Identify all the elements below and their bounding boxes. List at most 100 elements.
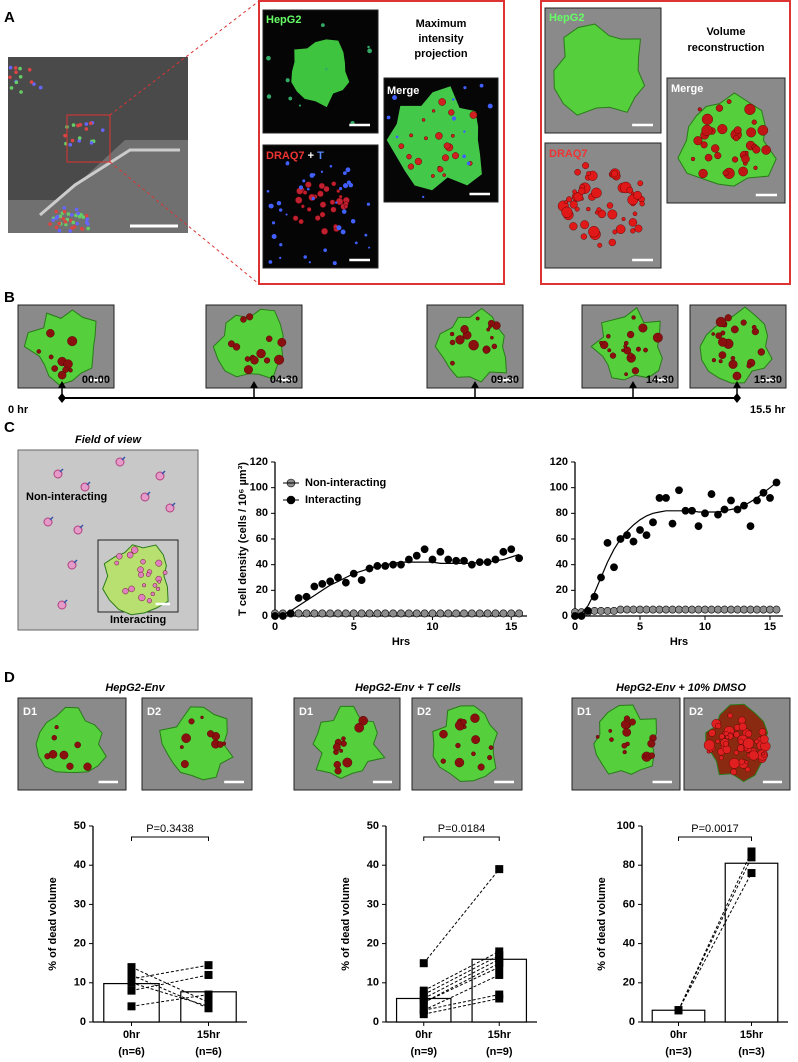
tcell-mark [59,468,64,473]
point [436,547,445,556]
nucleus [715,332,722,339]
nucleus [460,719,467,726]
nucleus [700,141,708,149]
point [668,519,677,528]
nucleus [715,316,727,328]
dot [285,161,290,166]
nucleus [319,211,326,218]
point [662,605,670,614]
dot [77,214,82,219]
cell-cluster [593,704,658,775]
dot [58,214,63,219]
image-label: D2 [417,706,431,718]
dot [63,133,67,138]
nucleus [627,352,634,359]
nucleus [256,348,266,359]
panel-label: B [4,289,15,306]
nucleus [615,224,626,234]
dot [38,85,43,90]
x-tick-note: (n=3) [738,1046,765,1058]
nucleus [232,343,241,351]
point [444,555,453,564]
nucleus [54,725,59,730]
pair-line [131,966,209,1003]
nucleus [711,144,720,153]
point [491,555,500,564]
nucleus [752,145,761,154]
cell-cluster [102,544,169,616]
nucleus [440,758,446,764]
title: intensity [418,33,464,45]
point [714,605,722,614]
nucleus [703,739,715,751]
nucleus [470,713,480,723]
nucleus [728,757,740,769]
nucleus [586,206,591,212]
nucleus [609,352,617,359]
y-tick-label: 10 [74,977,86,989]
nucleus [725,735,730,740]
dot [9,86,14,90]
x-tick-note: (n=3) [665,1046,692,1058]
nucleus [758,728,767,736]
nucleus [477,763,485,771]
p-value: P=0.3438 [146,823,193,835]
dot [75,221,80,226]
point [326,577,335,586]
y-tick-label: 20 [556,584,568,596]
nucleus [292,215,299,221]
nucleus [128,585,135,593]
nucleus [757,348,765,356]
dot [71,220,76,225]
nucleus [319,201,327,208]
point [495,865,504,874]
point [747,853,756,862]
nucleus [648,752,655,759]
y-tick-label: 20 [623,977,635,989]
y-tick-label: 0 [262,610,268,622]
y-tick-label: 60 [256,533,268,545]
pair-line [131,994,209,1007]
pair-line [423,994,500,1011]
dot [463,130,466,133]
point [694,605,703,614]
dot [74,207,79,212]
time-label: 0 hr [8,404,29,416]
nucleus [122,587,129,595]
nucleus [439,729,448,739]
point [636,605,644,614]
nucleus [298,218,304,225]
nucleus [200,715,204,720]
pair-line [678,857,752,1011]
point [475,558,484,566]
dot [308,261,311,264]
point [127,1002,136,1011]
x-tick-note: (n=6) [118,1046,145,1058]
nucleus [491,343,498,350]
nucleus [51,365,58,372]
nucleus [475,316,480,321]
y-tick-label: 100 [550,482,568,494]
y-tick-label: 50 [74,820,86,832]
nucleus [469,111,478,119]
nucleus [66,762,74,770]
dot [366,202,371,206]
nucleus [693,136,703,146]
dot [303,255,307,259]
dot [298,104,301,107]
nucleus [569,200,578,209]
x-tick-label: 15hr [488,1029,512,1041]
nucleus [737,738,744,745]
nucleus [643,347,648,353]
time-stamp: 00:00 [82,374,110,386]
x-tick-label: 0 [572,621,578,633]
point [577,612,586,620]
nucleus [67,336,78,347]
nucleus [265,335,273,343]
nucleus [597,242,603,248]
nucleus [471,751,476,757]
dot [364,233,368,237]
point [404,555,413,564]
tcell-mark [63,599,68,604]
dot [266,189,270,193]
